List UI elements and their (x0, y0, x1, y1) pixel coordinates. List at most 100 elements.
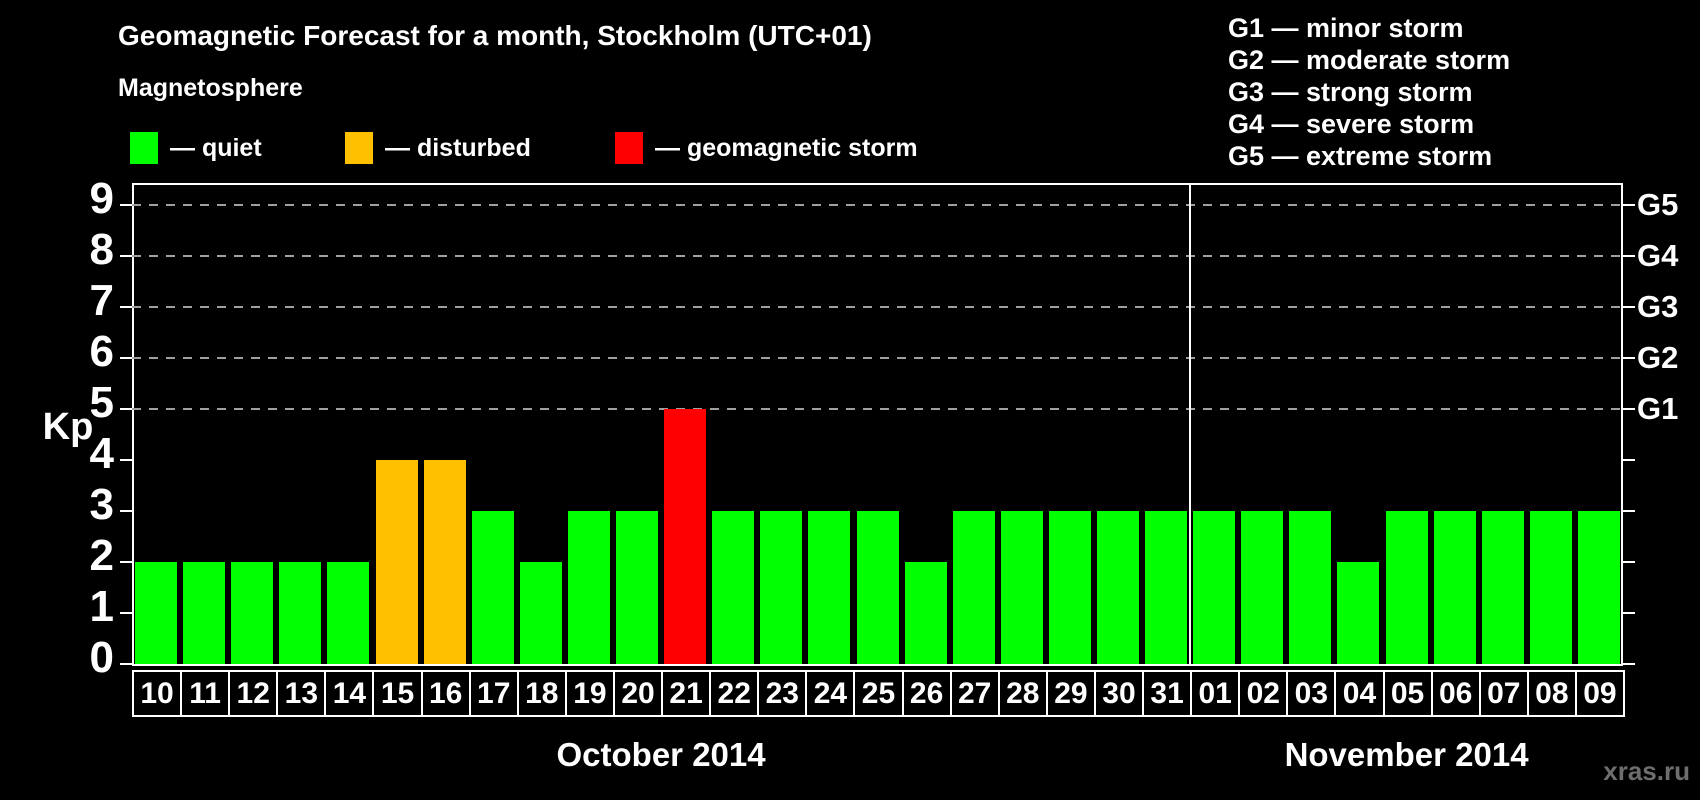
right-axis-tick (1623, 306, 1635, 308)
gridline-kp9 (132, 204, 1621, 206)
day-label: 13 (276, 670, 327, 717)
g-legend-item: G5 — extreme storm (1228, 141, 1493, 171)
day-label: 16 (420, 670, 471, 717)
day-label: 08 (1526, 670, 1577, 717)
day-label: 10 (132, 670, 183, 717)
kp-bar-day-21 (664, 409, 707, 664)
right-axis-tick (1623, 612, 1635, 614)
right-axis-tick (1623, 459, 1635, 461)
g-legend-item: G2 — moderate storm (1228, 45, 1511, 75)
day-label: 30 (1093, 670, 1145, 717)
storm-color-swatch (615, 132, 643, 164)
day-label: 24 (805, 670, 856, 717)
kp-bar-day-08 (1529, 511, 1572, 664)
kp-bar-day-10 (135, 562, 178, 664)
day-label: 01 (1190, 670, 1241, 717)
kp-bar-day-30 (1096, 511, 1139, 664)
g-legend-item: G1 — minor storm (1228, 13, 1464, 43)
right-axis-tick (1623, 408, 1635, 410)
day-label: 18 (516, 670, 567, 717)
day-label: 02 (1238, 670, 1289, 717)
kp-bar-day-17 (471, 511, 514, 664)
y-tick-label: 1 (89, 582, 114, 631)
kp-bar-day-05 (1385, 511, 1428, 664)
legend-item-storm: — geomagnetic storm (615, 130, 918, 166)
kp-bar-day-23 (760, 511, 803, 664)
month-label: October 2014 (556, 736, 766, 773)
day-label: 09 (1574, 670, 1625, 717)
day-label: 22 (709, 670, 760, 717)
day-label: 23 (757, 670, 808, 717)
kp-bar-day-27 (952, 511, 995, 664)
kp-bar-day-18 (519, 562, 562, 664)
y-axis-tick (120, 357, 132, 359)
disturbed-color-swatch (345, 132, 373, 164)
kp-bar-day-26 (904, 562, 947, 664)
gridline-kp7 (132, 306, 1621, 308)
kp-bar-day-14 (327, 562, 370, 664)
y-tick-label: 2 (89, 531, 114, 580)
right-axis-tick (1623, 510, 1635, 512)
day-label: 07 (1478, 670, 1529, 717)
day-label: 19 (564, 670, 615, 717)
y-axis-tick (120, 459, 132, 461)
kp-bar-day-11 (183, 562, 226, 664)
y-axis-tick (120, 561, 132, 563)
y-axis-tick (120, 510, 132, 512)
right-axis-tick (1623, 204, 1635, 206)
day-label: 06 (1430, 670, 1481, 717)
day-label: 17 (468, 670, 519, 717)
day-label: 15 (372, 670, 423, 717)
y-tick-label: 9 (89, 174, 114, 223)
legend-item-quiet: — quiet (130, 130, 262, 166)
right-axis-label-g3: G3 (1637, 289, 1679, 324)
legend-label-disturbed: — disturbed (385, 133, 531, 162)
kp-bar-day-29 (1048, 511, 1091, 664)
kp-bar-day-24 (808, 511, 851, 664)
kp-bar-day-06 (1433, 511, 1476, 664)
legend-label-quiet: — quiet (170, 133, 262, 162)
right-axis-label-g1: G1 (1637, 391, 1679, 426)
y-axis-label: Kp (42, 406, 94, 448)
day-label: 29 (1045, 670, 1096, 717)
y-axis-tick (120, 612, 132, 614)
kp-bar-day-31 (1145, 511, 1188, 664)
kp-bar-day-09 (1577, 511, 1620, 664)
gridline-kp5 (132, 408, 1621, 410)
legend-heading: Magnetosphere (118, 74, 303, 102)
day-label: 05 (1382, 670, 1433, 717)
right-axis-label-g5: G5 (1637, 187, 1679, 222)
month-label: November 2014 (1284, 736, 1529, 773)
kp-bar-day-03 (1289, 511, 1332, 664)
kp-bar-day-12 (231, 562, 274, 664)
month-separator (1189, 183, 1192, 666)
y-axis-tick (120, 255, 132, 257)
y-axis-tick (120, 663, 132, 665)
g-legend-item: G3 — strong storm (1228, 77, 1473, 107)
y-tick-label: 7 (89, 276, 114, 325)
day-label: 21 (661, 670, 712, 717)
y-tick-label: 5 (89, 378, 114, 427)
kp-bar-day-15 (375, 460, 418, 664)
right-axis-tick (1623, 663, 1635, 665)
plot-area (132, 183, 1623, 666)
y-tick-label: 8 (89, 225, 114, 274)
watermark: xras.ru (1603, 756, 1690, 786)
right-axis-label-g4: G4 (1637, 238, 1679, 273)
day-label: 26 (901, 670, 952, 717)
y-tick-label: 0 (89, 633, 114, 682)
kp-bar-day-25 (856, 511, 899, 664)
legend-item-disturbed: — disturbed (345, 130, 531, 166)
quiet-color-swatch (130, 132, 158, 164)
day-label: 11 (180, 670, 231, 717)
kp-bar-day-28 (1000, 511, 1043, 664)
chart-title: Geomagnetic Forecast for a month, Stockh… (118, 20, 872, 51)
y-tick-label: 3 (89, 480, 114, 529)
legend-label-storm: — geomagnetic storm (655, 133, 918, 162)
kp-bar-day-04 (1337, 562, 1380, 664)
kp-bar-day-13 (279, 562, 322, 664)
gridline-kp8 (132, 255, 1621, 257)
kp-bar-day-16 (423, 460, 466, 664)
kp-bar-day-22 (712, 511, 755, 664)
